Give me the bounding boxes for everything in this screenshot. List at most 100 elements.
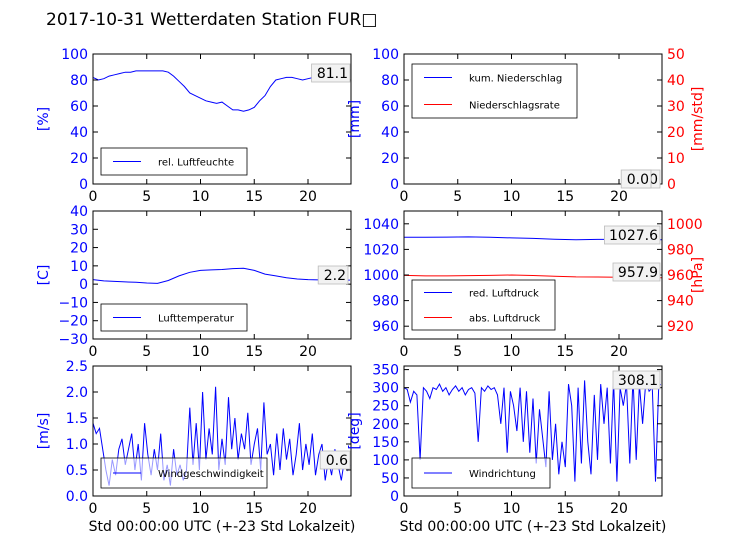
x-tick-label: 20: [299, 189, 317, 205]
x-tick-label: 10: [192, 344, 210, 360]
y-tick-label: 60: [381, 99, 399, 115]
x-tick-label: 20: [610, 189, 628, 205]
x-tick-label: 10: [503, 501, 521, 517]
plot-frame: [403, 53, 663, 185]
panel-wind-speed: 0 5 10 15 20 0.0 0.5 1.0 1.5 2.0 2.5 [m/s] Std 00:00…: [36, 359, 355, 535]
y-tick-label: 350: [372, 363, 399, 379]
x-tick-label: 0: [89, 344, 98, 360]
y-tick-label: 960: [372, 319, 399, 335]
y-tick-label-right: 0: [667, 177, 676, 193]
y-axis-label: [C]: [36, 265, 52, 286]
legend-label: abs. Luftdruck: [469, 314, 540, 325]
x-tick-label: 10: [192, 501, 210, 517]
y-axis-label: [deg]: [347, 412, 363, 449]
x-tick-label: 15: [245, 344, 263, 360]
x-tick-label: 0: [89, 189, 98, 205]
value-box-label: 81.1: [317, 66, 348, 82]
y-tick-label: 1.0: [66, 437, 88, 453]
y-tick-label: 40: [70, 204, 88, 220]
y-tick-label: 40: [70, 125, 88, 141]
panel-precipitation: 0 5 10 15 20 0 20 40 60 80 100 0 10 20 30 40 50 [mm] [mm/s…: [347, 47, 706, 205]
panel-temperature: 0 5 10 15 20 −30 −20 −10 0 10 20 30 40 [C] Lufttempera…: [36, 204, 352, 360]
value-box-label: 1027.6: [609, 228, 658, 244]
x-tick-label: 10: [192, 189, 210, 205]
y-tick-label: −30: [58, 332, 88, 348]
value-box: [620, 169, 652, 189]
value-box-label: 308.1: [618, 373, 658, 389]
y-tick-label: −10: [58, 295, 88, 311]
y-tick-label-right: 10: [667, 151, 685, 167]
value-box: [604, 225, 661, 245]
y-tick-label-right: 960: [667, 268, 694, 284]
y-tick-label: 80: [70, 73, 88, 89]
y-tick-label: 0: [390, 177, 399, 193]
y-axis-label-right: [hPa]: [690, 257, 706, 293]
legend-label: kum. Niederschlag: [469, 74, 562, 85]
y-axis-label: [m/s]: [36, 413, 52, 450]
value-box: [612, 370, 661, 390]
y-tick-label: 150: [372, 435, 399, 451]
x-tick-label: 20: [610, 501, 628, 517]
y-tick-label: 100: [372, 47, 399, 63]
x-tick-label: 5: [453, 189, 462, 205]
y-tick-label-right: 50: [667, 47, 685, 63]
panel-rel-humidity: 0 5 10 15 20 0 20 40 60 80 100 [%] rel. Luftfeuchte 8…: [36, 47, 352, 205]
y-tick-label: 0: [79, 277, 88, 293]
panel-pressure: 0 5 10 15 20 960 980 1000 1020 1040 920 940 960 980 10…: [363, 210, 706, 360]
x-tick-label: 0: [400, 344, 409, 360]
value-box-label: 957.9: [618, 265, 658, 281]
value-box: [319, 450, 351, 470]
x-tick-label: 15: [556, 344, 574, 360]
series-line-rel-humidity-0: [92, 70, 350, 112]
y-axis-label: [%]: [36, 107, 52, 131]
y-axis-label-right: [mm/std]: [690, 87, 706, 152]
y-tick-label: 20: [381, 151, 399, 167]
y-tick-label: 0: [79, 177, 88, 193]
y-tick-label-right: 1000: [667, 217, 703, 233]
legend-label: Windrichtung: [469, 469, 536, 480]
value-box: [317, 265, 349, 285]
y-tick-label: 20: [70, 151, 88, 167]
legend-label: Niederschlagsrate: [469, 101, 560, 112]
x-tick-label: 10: [503, 344, 521, 360]
legend-box: [411, 63, 578, 119]
x-tick-label: 15: [556, 189, 574, 205]
legend-label: red. Luftdruck: [469, 289, 539, 300]
x-axis-label: Std 00:00:00 UTC (+-23 Std Lokalzeit): [89, 519, 356, 535]
y-tick-label: −20: [58, 314, 88, 330]
value-box: [311, 63, 351, 83]
x-tick-label: 20: [610, 344, 628, 360]
page-title: 2017-10-31 Wetterdaten Station FUR□: [46, 10, 378, 30]
x-tick-label: 15: [556, 501, 574, 517]
legend-label: Windgeschwindigkeit: [158, 469, 264, 480]
y-tick-label: 300: [372, 381, 399, 397]
y-tick-label: 0.0: [66, 489, 88, 505]
value-box-label: 0.6: [326, 453, 348, 469]
x-tick-label: 0: [400, 189, 409, 205]
x-tick-label: 15: [245, 189, 263, 205]
plot-frame: [92, 53, 352, 185]
legend-box: [411, 279, 556, 331]
y-tick-label: 250: [372, 399, 399, 415]
y-tick-label: 1020: [363, 242, 399, 258]
value-box: [612, 262, 661, 282]
y-tick-label-right: 30: [667, 99, 685, 115]
y-tick-label: 200: [372, 417, 399, 433]
y-tick-label: 0: [390, 489, 399, 505]
x-tick-label: 5: [453, 344, 462, 360]
y-axis-label: [mm]: [347, 100, 363, 138]
y-tick-label: 100: [372, 453, 399, 469]
series-line-wind-direction-0: [403, 376, 662, 482]
y-tick-label: 980: [372, 294, 399, 310]
y-tick-label: 30: [70, 222, 88, 238]
x-axis-label: Std 00:00:00 UTC (+-23 Std Lokalzeit): [400, 519, 667, 535]
y-tick-label: 2.5: [66, 359, 88, 375]
y-tick-label: 50: [381, 471, 399, 487]
x-tick-label: 5: [142, 344, 151, 360]
y-tick-label: 2.0: [66, 385, 88, 401]
y-tick-label: 10: [70, 259, 88, 275]
plot-frame: [92, 365, 352, 497]
x-tick-label: 5: [142, 501, 151, 517]
y-tick-label-right: 980: [667, 242, 694, 258]
